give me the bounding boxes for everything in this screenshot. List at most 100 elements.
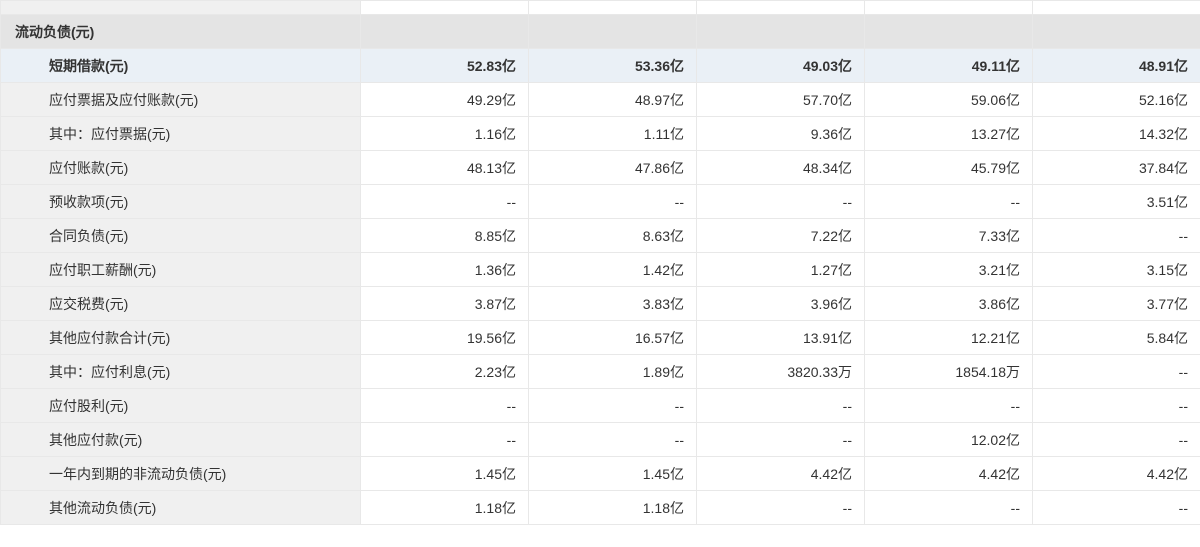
row-label: 其他应付款(元) <box>1 423 361 457</box>
row-value: 37.84亿 <box>1033 151 1200 185</box>
row-value: 12.21亿 <box>865 321 1033 355</box>
row-value: 12.02亿 <box>865 423 1033 457</box>
row-value: 45.79亿 <box>865 151 1033 185</box>
row-value: 4.42亿 <box>865 457 1033 491</box>
row-value: -- <box>1033 355 1200 389</box>
row-value: -- <box>529 423 697 457</box>
row-value: 1854.18万 <box>865 355 1033 389</box>
row-value: 3820.33万 <box>697 355 865 389</box>
row-value: 3.96亿 <box>697 287 865 321</box>
row-value: 1.89亿 <box>529 355 697 389</box>
table-row: 其他流动负债(元)1.18亿1.18亿------ <box>1 491 1200 525</box>
row-value: 1.18亿 <box>361 491 529 525</box>
row-value: -- <box>361 423 529 457</box>
empty-cell <box>1 1 361 15</box>
row-value: 1.16亿 <box>361 117 529 151</box>
table-row: 其中：应付利息(元)2.23亿1.89亿3820.33万1854.18万-- <box>1 355 1200 389</box>
table-body: 流动负债(元)短期借款(元)52.83亿53.36亿49.03亿49.11亿48… <box>1 1 1200 525</box>
empty-cell <box>361 1 529 15</box>
row-value: 52.83亿 <box>361 49 529 83</box>
row-label: 其他流动负债(元) <box>1 491 361 525</box>
row-value: 47.86亿 <box>529 151 697 185</box>
row-value: 4.42亿 <box>697 457 865 491</box>
row-value: 1.18亿 <box>529 491 697 525</box>
row-label: 预收款项(元) <box>1 185 361 219</box>
row-value: 49.11亿 <box>865 49 1033 83</box>
row-value: 3.87亿 <box>361 287 529 321</box>
row-value: 9.36亿 <box>697 117 865 151</box>
row-value: 13.91亿 <box>697 321 865 355</box>
row-value: 5.84亿 <box>1033 321 1200 355</box>
row-value: 7.33亿 <box>865 219 1033 253</box>
row-value: 7.22亿 <box>697 219 865 253</box>
row-label: 其中：应付利息(元) <box>1 355 361 389</box>
table-row: 合同负债(元)8.85亿8.63亿7.22亿7.33亿-- <box>1 219 1200 253</box>
section-empty-cell <box>697 15 865 49</box>
row-value: -- <box>1033 491 1200 525</box>
row-value: -- <box>865 185 1033 219</box>
table-row: 应付票据及应付账款(元)49.29亿48.97亿57.70亿59.06亿52.1… <box>1 83 1200 117</box>
empty-cell <box>529 1 697 15</box>
row-value: -- <box>697 389 865 423</box>
row-value: 3.15亿 <box>1033 253 1200 287</box>
row-value: 16.57亿 <box>529 321 697 355</box>
table-row: 其中：应付票据(元)1.16亿1.11亿9.36亿13.27亿14.32亿 <box>1 117 1200 151</box>
row-value: 48.97亿 <box>529 83 697 117</box>
empty-cell <box>865 1 1033 15</box>
table-row: 应付股利(元)---------- <box>1 389 1200 423</box>
row-value: 8.63亿 <box>529 219 697 253</box>
row-label: 应付职工薪酬(元) <box>1 253 361 287</box>
row-value: 3.83亿 <box>529 287 697 321</box>
row-value: 3.86亿 <box>865 287 1033 321</box>
table-row: 其他应付款(元)------12.02亿-- <box>1 423 1200 457</box>
empty-cell <box>697 1 865 15</box>
row-value: -- <box>1033 423 1200 457</box>
row-value: 1.45亿 <box>361 457 529 491</box>
row-label: 其他应付款合计(元) <box>1 321 361 355</box>
table-row: 应付职工薪酬(元)1.36亿1.42亿1.27亿3.21亿3.15亿 <box>1 253 1200 287</box>
row-value: -- <box>361 389 529 423</box>
row-value: 14.32亿 <box>1033 117 1200 151</box>
table-row: 其他应付款合计(元)19.56亿16.57亿13.91亿12.21亿5.84亿 <box>1 321 1200 355</box>
row-value: 49.29亿 <box>361 83 529 117</box>
row-value: 4.42亿 <box>1033 457 1200 491</box>
row-value: -- <box>1033 219 1200 253</box>
row-value: 2.23亿 <box>361 355 529 389</box>
empty-cell <box>1033 1 1200 15</box>
row-value: 49.03亿 <box>697 49 865 83</box>
row-value: 52.16亿 <box>1033 83 1200 117</box>
row-value: 57.70亿 <box>697 83 865 117</box>
row-value: 3.21亿 <box>865 253 1033 287</box>
section-header-row: 流动负债(元) <box>1 15 1200 49</box>
section-title: 流动负债(元) <box>1 15 361 49</box>
row-value: -- <box>865 491 1033 525</box>
row-label: 短期借款(元) <box>1 49 361 83</box>
row-value: 13.27亿 <box>865 117 1033 151</box>
row-value: 1.45亿 <box>529 457 697 491</box>
row-label: 应付股利(元) <box>1 389 361 423</box>
row-value: 48.34亿 <box>697 151 865 185</box>
row-label: 应交税费(元) <box>1 287 361 321</box>
financial-table: 流动负债(元)短期借款(元)52.83亿53.36亿49.03亿49.11亿48… <box>0 0 1200 525</box>
row-value: 1.42亿 <box>529 253 697 287</box>
section-empty-cell <box>529 15 697 49</box>
row-value: 8.85亿 <box>361 219 529 253</box>
row-value: 19.56亿 <box>361 321 529 355</box>
row-label: 应付票据及应付账款(元) <box>1 83 361 117</box>
row-value: 59.06亿 <box>865 83 1033 117</box>
table-top-strip <box>1 1 1200 15</box>
row-value: -- <box>1033 389 1200 423</box>
row-label: 应付账款(元) <box>1 151 361 185</box>
row-value: 3.77亿 <box>1033 287 1200 321</box>
row-value: -- <box>529 185 697 219</box>
row-value: -- <box>529 389 697 423</box>
section-empty-cell <box>865 15 1033 49</box>
row-value: 48.13亿 <box>361 151 529 185</box>
row-value: 1.27亿 <box>697 253 865 287</box>
table-row: 短期借款(元)52.83亿53.36亿49.03亿49.11亿48.91亿 <box>1 49 1200 83</box>
table-row: 一年内到期的非流动负债(元)1.45亿1.45亿4.42亿4.42亿4.42亿 <box>1 457 1200 491</box>
row-value: 53.36亿 <box>529 49 697 83</box>
row-value: -- <box>361 185 529 219</box>
table-row: 应交税费(元)3.87亿3.83亿3.96亿3.86亿3.77亿 <box>1 287 1200 321</box>
section-empty-cell <box>361 15 529 49</box>
